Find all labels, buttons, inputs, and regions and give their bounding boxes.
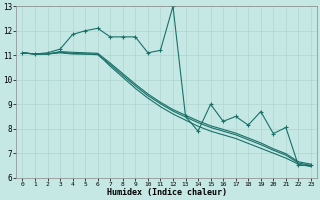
X-axis label: Humidex (Indice chaleur): Humidex (Indice chaleur) [107, 188, 227, 197]
